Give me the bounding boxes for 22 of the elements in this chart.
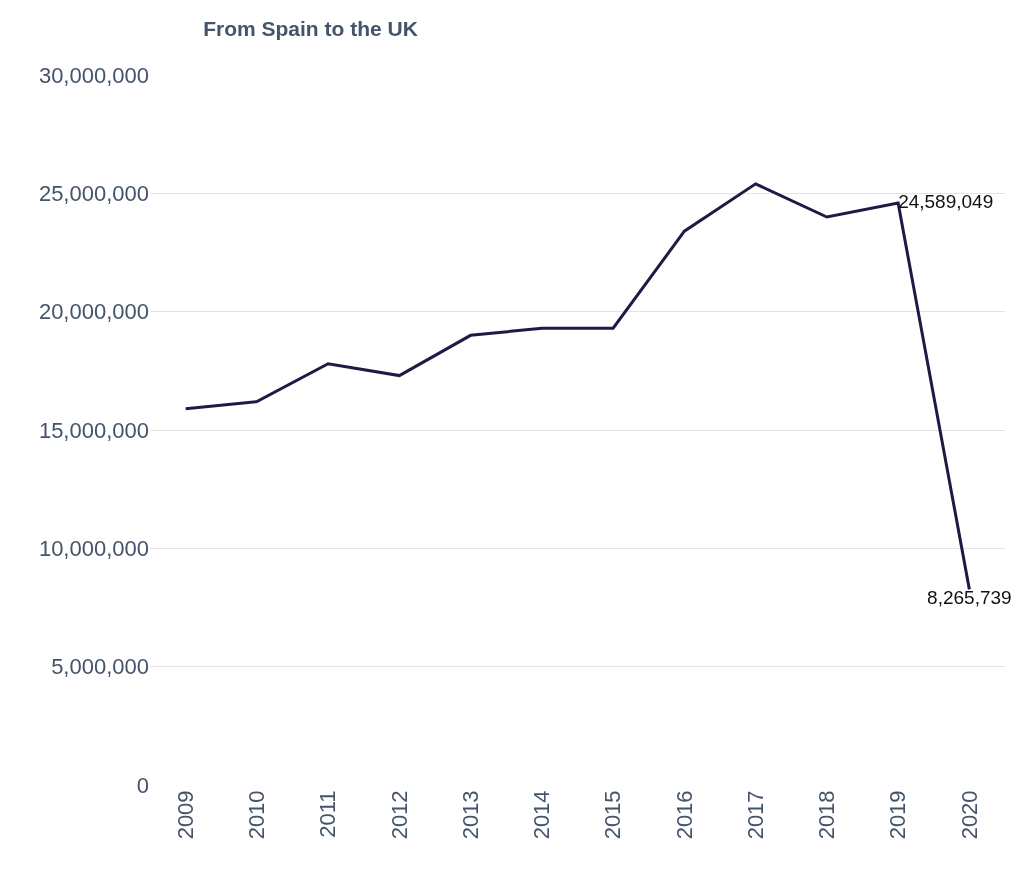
x-tick-label: 2015: [600, 790, 626, 840]
y-tick-label: 30,000,000: [38, 62, 149, 88]
y-tick-label: 5,000,000: [51, 654, 149, 680]
x-tick-label: 2016: [671, 790, 697, 840]
x-tick-label: 2009: [172, 790, 198, 840]
y-tick-label: 15,000,000: [38, 417, 149, 443]
chart-title: From Spain to the UK: [203, 17, 418, 41]
x-tick-label: 2019: [885, 790, 911, 840]
x-tick-label: 2013: [457, 790, 483, 840]
data-label: 8,265,739: [927, 586, 1012, 608]
x-tick-label: 2017: [742, 790, 768, 840]
x-tick-label: 2010: [244, 790, 270, 840]
y-tick-label: 0: [136, 772, 149, 798]
x-tick-label: 2014: [529, 790, 555, 840]
x-tick-label: 2011: [315, 790, 341, 838]
y-tick-label: 10,000,000: [38, 536, 149, 562]
x-tick-label: 2020: [956, 790, 982, 840]
y-tick-label: 25,000,000: [38, 181, 149, 207]
x-tick-label: 2018: [814, 790, 840, 840]
x-tick-label: 2012: [386, 790, 412, 840]
y-tick-label: 20,000,000: [38, 299, 149, 325]
data-label: 24,589,049: [898, 190, 994, 212]
